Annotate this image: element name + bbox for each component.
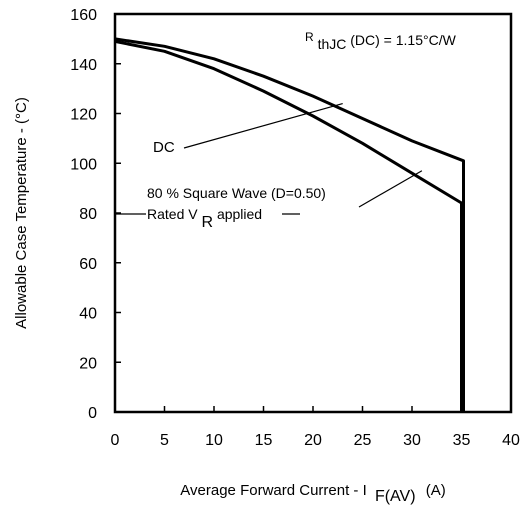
annotation-leaders bbox=[115, 102, 423, 215]
series-square-wave-line bbox=[114, 39, 463, 412]
x-tick-label: 40 bbox=[502, 432, 520, 449]
x-tick-label: 25 bbox=[354, 432, 372, 449]
y-tick-label: 120 bbox=[70, 107, 97, 124]
dc-leader bbox=[183, 102, 343, 149]
x-axis-label: Average Forward Current - I F(AV) (A) bbox=[180, 482, 445, 505]
series-dc-line bbox=[114, 37, 465, 412]
x-tick-label: 30 bbox=[403, 432, 421, 449]
y-tick-label: 40 bbox=[79, 306, 97, 323]
x-tick-label: 5 bbox=[160, 432, 169, 449]
x-axis-label-main: Average Forward Current - I bbox=[180, 482, 366, 499]
y-tick-label: 60 bbox=[79, 256, 97, 273]
x-axis-label-sub: F(AV) bbox=[375, 488, 416, 505]
y-tick-label: 0 bbox=[88, 405, 97, 422]
x-tick-label: 0 bbox=[111, 432, 120, 449]
rated-vr-sub: R bbox=[201, 214, 213, 231]
rated-vr-prefix: Rated V bbox=[147, 206, 198, 222]
x-tick-label: 20 bbox=[304, 432, 322, 449]
axis-ticks: 0 5 10 15 20 25 30 35 40 0 20 40 60 80 100 120 140 160 bbox=[70, 7, 520, 449]
x-tick-label: 15 bbox=[255, 432, 273, 449]
y-tick-label: 160 bbox=[70, 7, 97, 24]
x-axis-label-unit: (A) bbox=[426, 482, 446, 499]
y-axis-label: Allowable Case Temperature - (°C) bbox=[13, 97, 30, 329]
series-layer bbox=[114, 37, 465, 412]
y-tick-label: 20 bbox=[79, 355, 97, 372]
rthjc-annotation: R thJC (DC) = 1.15°C/W bbox=[305, 28, 457, 52]
rthjc-r: R bbox=[305, 30, 314, 44]
y-tick-label: 80 bbox=[79, 206, 97, 223]
rated-vr-label: Rated V R applied bbox=[147, 206, 262, 231]
square-wave-label: 80 % Square Wave (D=0.50) bbox=[147, 185, 326, 201]
y-tick-label: 100 bbox=[70, 156, 97, 173]
rthjc-rest: (DC) = 1.15°C/W bbox=[350, 32, 456, 48]
x-tick-label: 35 bbox=[453, 432, 471, 449]
dc-label: DC bbox=[153, 139, 175, 156]
y-tick-label: 140 bbox=[70, 57, 97, 74]
x-tick-label: 10 bbox=[205, 432, 223, 449]
square-wave-leader bbox=[358, 170, 423, 208]
rthjc-sub: thJC bbox=[318, 36, 347, 52]
rated-vr-suffix: applied bbox=[217, 206, 262, 222]
